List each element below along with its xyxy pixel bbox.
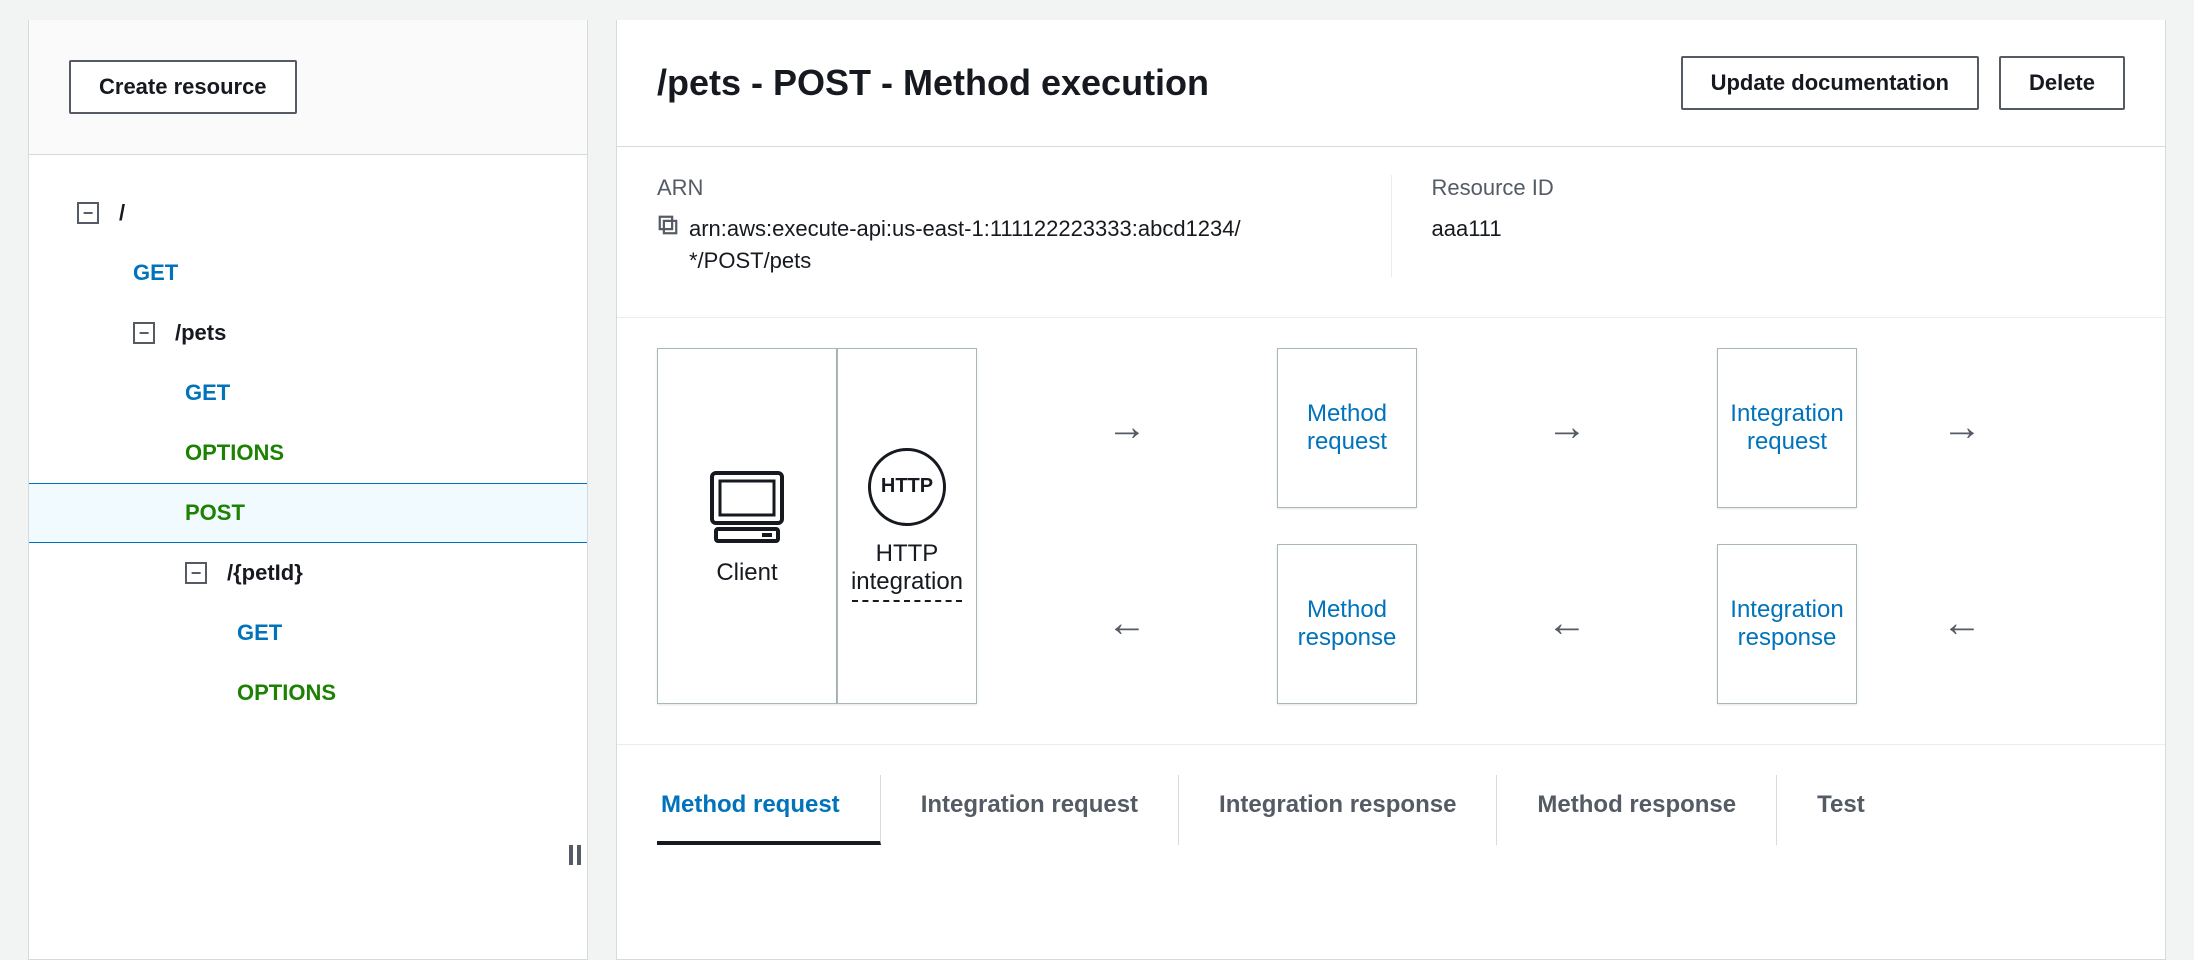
integration-response-link[interactable]: Integration response bbox=[1717, 544, 1857, 704]
arn-field: ARN arn:aws:execute-api:us-east-1:111122… bbox=[657, 175, 1392, 277]
tree-item-options[interactable]: OPTIONS bbox=[29, 423, 587, 483]
tree-item-pets[interactable]: − /pets bbox=[29, 303, 587, 363]
endpoint-underline bbox=[852, 600, 962, 604]
tree-item-get[interactable]: GET bbox=[29, 243, 587, 303]
header-actions: Update documentation Delete bbox=[1681, 56, 2125, 110]
create-resource-button[interactable]: Create resource bbox=[69, 60, 297, 114]
method-request-link[interactable]: Method request bbox=[1277, 348, 1417, 508]
resize-handle-icon[interactable] bbox=[569, 845, 581, 865]
arrow-left-icon: ← bbox=[1857, 544, 2067, 704]
tab-method-response[interactable]: Method response bbox=[1497, 775, 1777, 845]
tree-label: OPTIONS bbox=[237, 680, 336, 706]
method-execution-panel: /pets - POST - Method execution Update d… bbox=[616, 20, 2166, 960]
arrow-right-icon: → bbox=[1857, 348, 2067, 508]
arrow-left-icon: ← bbox=[1417, 544, 1717, 704]
arn-value: arn:aws:execute-api:us-east-1:1111222233… bbox=[689, 213, 1249, 277]
tree-label: /{petId} bbox=[227, 560, 303, 586]
tree-item-get[interactable]: GET bbox=[29, 363, 587, 423]
tree-label: GET bbox=[237, 620, 282, 646]
sidebar-toolbar: Create resource bbox=[29, 20, 587, 155]
tab-integration-request[interactable]: Integration request bbox=[881, 775, 1179, 845]
arrow-left-icon: ← bbox=[977, 544, 1277, 704]
tree-label: GET bbox=[133, 260, 178, 286]
endpoint-label: HTTP integration bbox=[848, 540, 966, 596]
arrow-right-icon: → bbox=[977, 348, 1277, 508]
client-node: Client bbox=[657, 348, 837, 704]
monitor-icon bbox=[702, 465, 792, 545]
collapse-icon[interactable]: − bbox=[133, 322, 155, 344]
app-layout: Create resource − / GET − /pets GET OPTI… bbox=[0, 0, 2194, 960]
tab-test[interactable]: Test bbox=[1777, 775, 1905, 845]
tab-method-request[interactable]: Method request bbox=[657, 775, 881, 845]
collapse-icon[interactable]: − bbox=[185, 562, 207, 584]
meta-section: ARN arn:aws:execute-api:us-east-1:111122… bbox=[617, 147, 2165, 318]
integration-endpoint-node: HTTP HTTP integration bbox=[837, 348, 977, 704]
tree-item-petid[interactable]: − /{petId} bbox=[29, 543, 587, 603]
panel-header: /pets - POST - Method execution Update d… bbox=[617, 20, 2165, 147]
client-label: Client bbox=[716, 559, 777, 587]
tree-item-root[interactable]: − / bbox=[29, 183, 587, 243]
tree-label: GET bbox=[185, 380, 230, 406]
method-response-link[interactable]: Method response bbox=[1277, 544, 1417, 704]
integration-request-link[interactable]: Integration request bbox=[1717, 348, 1857, 508]
copy-icon[interactable] bbox=[657, 213, 679, 245]
tree-item-post[interactable]: POST bbox=[29, 483, 587, 543]
arn-label: ARN bbox=[657, 175, 1351, 201]
tree-label: OPTIONS bbox=[185, 440, 284, 466]
resource-id-field: Resource ID aaa111 bbox=[1432, 175, 2126, 277]
method-flow-diagram: Client → Method request → Integration re… bbox=[617, 318, 2165, 745]
tree-label: / bbox=[119, 200, 125, 226]
method-tabs: Method request Integration request Integ… bbox=[617, 745, 2165, 845]
resource-id-label: Resource ID bbox=[1432, 175, 2126, 201]
tab-integration-response[interactable]: Integration response bbox=[1179, 775, 1497, 845]
resources-sidebar: Create resource − / GET − /pets GET OPTI… bbox=[28, 20, 588, 960]
tree-item-options[interactable]: OPTIONS bbox=[29, 663, 587, 723]
tree-label: /pets bbox=[175, 320, 226, 346]
update-documentation-button[interactable]: Update documentation bbox=[1681, 56, 1979, 110]
resource-tree: − / GET − /pets GET OPTIONS POST − /{pet… bbox=[29, 155, 587, 723]
resource-id-value: aaa111 bbox=[1432, 213, 1502, 245]
tree-item-get[interactable]: GET bbox=[29, 603, 587, 663]
arrow-right-icon: → bbox=[1417, 348, 1717, 508]
http-icon: HTTP bbox=[868, 448, 946, 526]
page-title: /pets - POST - Method execution bbox=[657, 62, 1209, 104]
tree-label: POST bbox=[185, 500, 245, 526]
collapse-icon[interactable]: − bbox=[77, 202, 99, 224]
delete-button[interactable]: Delete bbox=[1999, 56, 2125, 110]
